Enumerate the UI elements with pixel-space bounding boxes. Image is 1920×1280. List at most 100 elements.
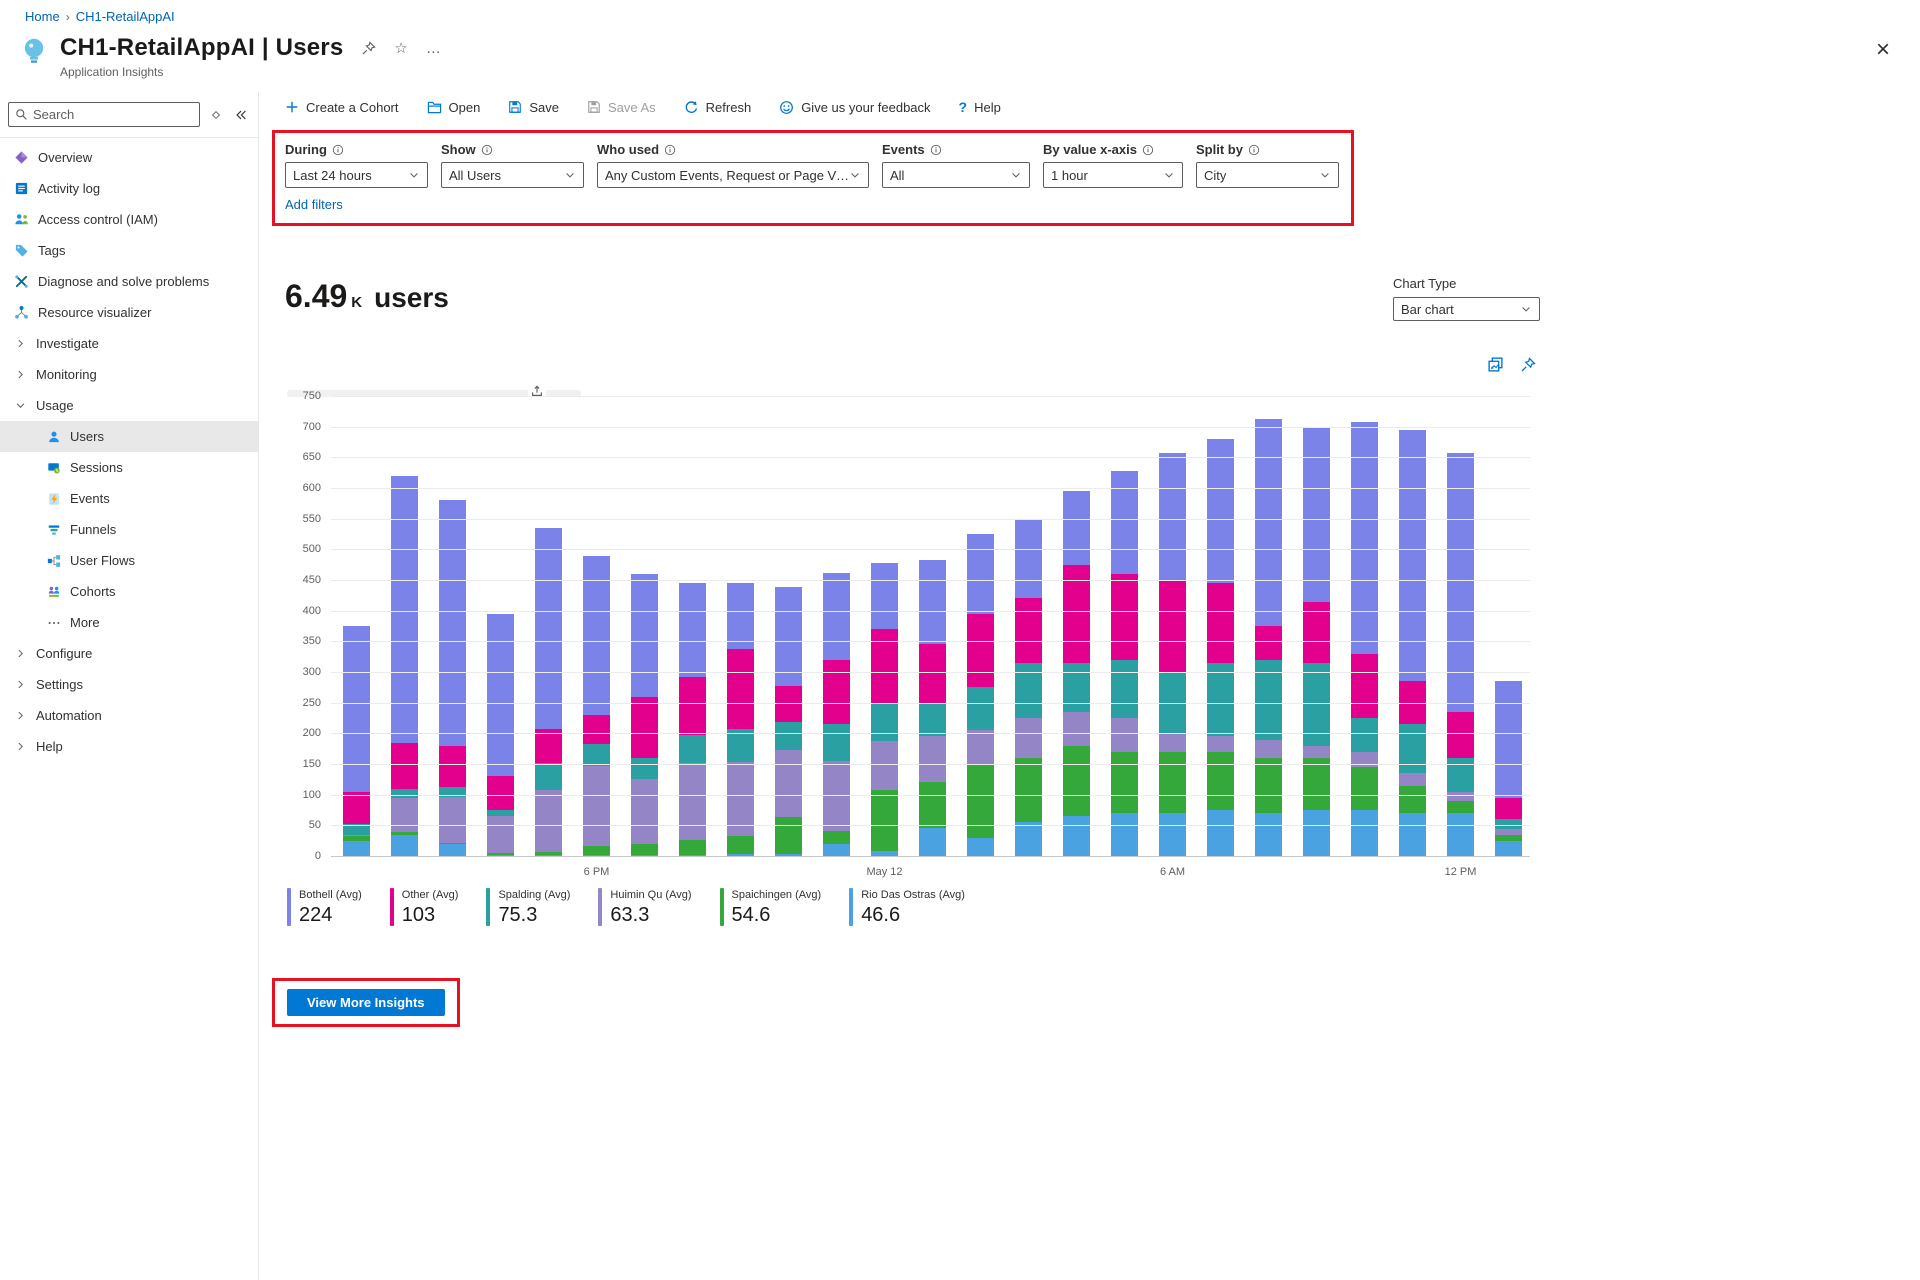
chart-bar-9[interactable] (775, 587, 802, 856)
chart-bar-15[interactable] (1063, 491, 1090, 856)
legend-item-rio-das-ostras-avg[interactable]: Rio Das Ostras (Avg)46.6 (849, 888, 965, 927)
sidebar-group-automation[interactable]: Automation (0, 700, 258, 731)
close-icon[interactable]: × (1876, 38, 1890, 62)
add-filters-link[interactable]: Add filters (285, 197, 343, 212)
chart-bar-22[interactable] (1399, 430, 1426, 856)
pin-chart-icon[interactable] (1520, 356, 1536, 373)
sidebar-item-resource-visualizer[interactable]: Resource visualizer (0, 297, 258, 328)
sidebar-item-more[interactable]: More (0, 607, 258, 638)
bar-segment-bothell-avg (343, 626, 370, 792)
chart-bar-11[interactable] (871, 563, 898, 856)
funnels-icon (46, 523, 62, 537)
sidebar-group-settings[interactable]: Settings (0, 669, 258, 700)
sidebar-group-configure[interactable]: Configure (0, 638, 258, 669)
bar-segment-bothell-avg (679, 583, 706, 677)
breadcrumb-home[interactable]: Home (25, 9, 60, 24)
toolbar-open-button[interactable]: Open (427, 100, 481, 115)
chart-bar-5[interactable] (583, 556, 610, 856)
breadcrumb-resource[interactable]: CH1-RetailAppAI (76, 9, 175, 24)
chart-type-label: Chart Type (1393, 276, 1540, 291)
toolbar-create-a-cohort-button[interactable]: Create a Cohort (285, 100, 399, 115)
chart-type-select[interactable]: Bar chart (1393, 297, 1540, 321)
bar-segment-other-avg (1447, 712, 1474, 758)
chart-bar-10[interactable] (823, 573, 850, 856)
legend-item-huimin-qu-avg[interactable]: Huimin Qu (Avg)63.3 (598, 888, 691, 927)
bar-segment-spaichingen-avg (583, 846, 610, 855)
bar-segment-rio-das-ostras-avg (1111, 813, 1138, 856)
chart-bar-7[interactable] (679, 583, 706, 856)
bar-segment-other-avg (967, 614, 994, 688)
legend-color-bar (390, 888, 394, 926)
bar-segment-spaichingen-avg (1015, 758, 1042, 822)
filter-show-dropdown[interactable]: All Users (441, 162, 584, 188)
sidebar-group-usage[interactable]: Usage (0, 390, 258, 421)
restore-defaults-icon[interactable] (208, 107, 224, 123)
chart-bar-14[interactable] (1015, 519, 1042, 856)
bar-segment-spalding-avg (823, 724, 850, 761)
sidebar-item-diagnose-and-solve-problems[interactable]: Diagnose and solve problems (0, 266, 258, 297)
sidebar-item-sessions[interactable]: Sessions (0, 452, 258, 483)
sidebar-group-help[interactable]: Help (0, 731, 258, 762)
bar-segment-spaichingen-avg (1207, 752, 1234, 810)
resource-visualizer-icon (12, 305, 30, 320)
bar-segment-spalding-avg (871, 703, 898, 741)
favorite-star-icon[interactable]: ☆ (394, 39, 407, 57)
chart-bar-13[interactable] (967, 534, 994, 856)
legend-item-spaichingen-avg[interactable]: Spaichingen (Avg)54.6 (720, 888, 822, 927)
chevron-right-small-icon (12, 338, 28, 349)
chart-bar-8[interactable] (727, 583, 754, 856)
filter-who-used-dropdown[interactable]: Any Custom Events, Request or Page View (597, 162, 869, 188)
bar-segment-rio-das-ostras-avg (823, 844, 850, 856)
sidebar-item-activity-log[interactable]: Activity log (0, 173, 258, 204)
chart-bar-19[interactable] (1255, 419, 1282, 856)
bar-segment-other-avg (1207, 583, 1234, 663)
filter-by-value-x-axis-dropdown[interactable]: 1 hour (1043, 162, 1183, 188)
search-input[interactable] (33, 107, 193, 122)
sidebar-item-cohorts[interactable]: Cohorts (0, 576, 258, 607)
filter-during-dropdown[interactable]: Last 24 hours (285, 162, 428, 188)
sidebar-item-tags[interactable]: Tags (0, 235, 258, 266)
chart-bar-18[interactable] (1207, 439, 1234, 856)
legend-item-spalding-avg[interactable]: Spalding (Avg)75.3 (486, 888, 570, 927)
toolbar-refresh-button[interactable]: Refresh (684, 100, 752, 115)
more-options-icon[interactable]: … (426, 40, 441, 57)
filter-split-by-dropdown[interactable]: City (1196, 162, 1339, 188)
legend-item-bothell-avg[interactable]: Bothell (Avg)224 (287, 888, 362, 927)
sidebar-item-users[interactable]: Users (0, 421, 258, 452)
chart-bar-4[interactable] (535, 528, 562, 856)
clone-chart-icon[interactable] (1487, 356, 1504, 373)
bar-segment-other-avg (439, 746, 466, 788)
sidebar-item-overview[interactable]: Overview (0, 142, 258, 173)
toolbar-save-as-button[interactable]: Save As (587, 100, 656, 115)
legend-color-bar (486, 888, 490, 926)
sidebar-group-investigate[interactable]: Investigate (0, 328, 258, 359)
sidebar-item-access-control-iam[interactable]: Access control (IAM) (0, 204, 258, 235)
bar-segment-spalding-avg (1447, 758, 1474, 792)
toolbar-save-button[interactable]: Save (508, 100, 559, 115)
sidebar-group-monitoring[interactable]: Monitoring (0, 359, 258, 390)
chart-bar-24[interactable] (1495, 681, 1522, 856)
pin-icon[interactable] (361, 41, 376, 56)
filter-events-dropdown[interactable]: All (882, 162, 1030, 188)
toolbar-help-button[interactable]: ?Help (959, 100, 1001, 115)
bar-segment-bothell-avg (1495, 681, 1522, 798)
chart-bar-1[interactable] (391, 476, 418, 856)
chart-bar-2[interactable] (439, 500, 466, 856)
legend-item-other-avg[interactable]: Other (Avg)103 (390, 888, 459, 927)
chart-bar-6[interactable] (631, 574, 658, 856)
bar-segment-rio-das-ostras-avg (439, 844, 466, 856)
chart-bar-12[interactable] (919, 560, 946, 856)
sidebar-item-user-flows[interactable]: User Flows (0, 545, 258, 576)
tags-icon (12, 243, 30, 258)
toolbar-give-us-your-feedback-button[interactable]: Give us your feedback (779, 100, 930, 115)
chart-bar-0[interactable] (343, 626, 370, 856)
bar-segment-spalding-avg (1495, 819, 1522, 828)
chart-bar-16[interactable] (1111, 471, 1138, 856)
y-tick-label: 300 (291, 666, 321, 678)
sidebar-item-funnels[interactable]: Funnels (0, 514, 258, 545)
bar-segment-huimin-qu-avg (823, 761, 850, 832)
chart-bar-3[interactable] (487, 614, 514, 856)
collapse-sidebar-icon[interactable] (232, 106, 250, 124)
sidebar-item-events[interactable]: Events (0, 483, 258, 514)
view-more-insights-button[interactable]: View More Insights (287, 989, 445, 1016)
